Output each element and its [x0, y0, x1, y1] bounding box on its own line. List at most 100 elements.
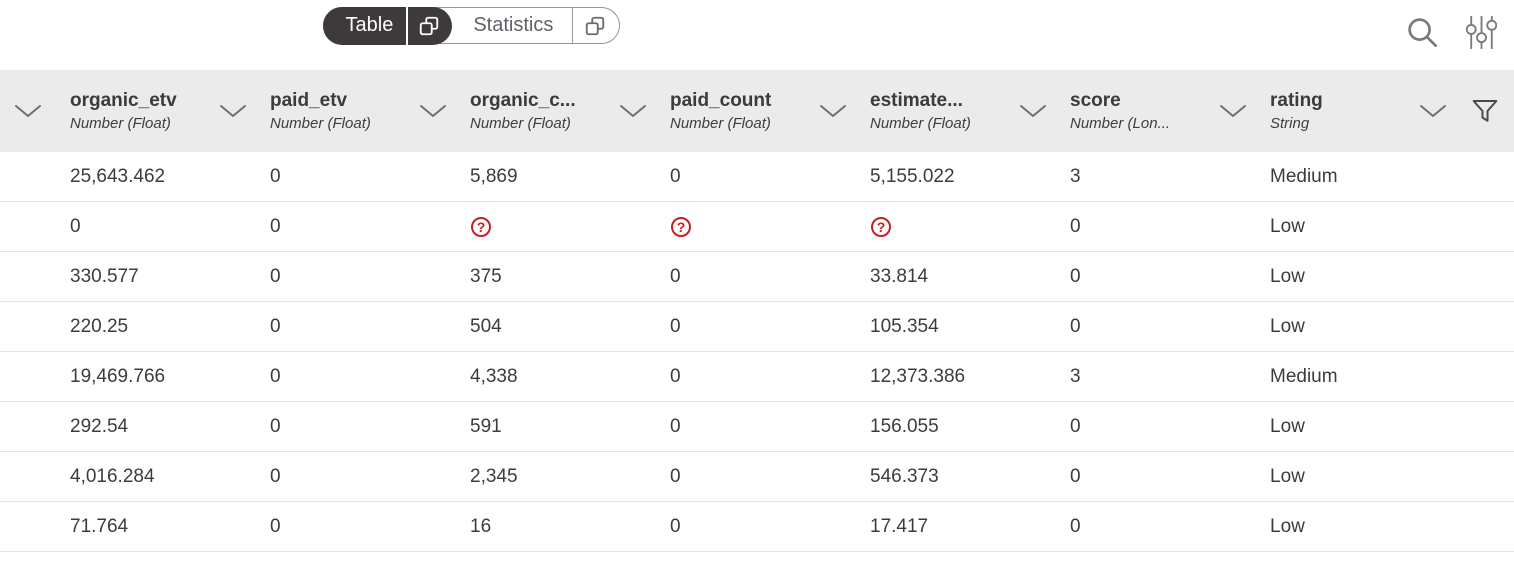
table-row[interactable]: 4,016.284 0 2,345 0 546.373 0 Low	[0, 452, 1514, 502]
table-row[interactable]: 220.25 0 504 0 105.354 0 Low	[0, 302, 1514, 352]
column-name: organic_etv	[70, 90, 177, 111]
table-cell: 0	[670, 515, 681, 537]
table-cell: 504	[470, 315, 502, 337]
missing-value-icon[interactable]: ?	[471, 216, 491, 237]
table-cell: 0	[70, 215, 81, 237]
table-row[interactable]: 0 0??? 0 Low	[0, 202, 1514, 252]
divider	[406, 6, 409, 45]
filter-button[interactable]	[1469, 95, 1501, 127]
toolbar-actions	[1403, 13, 1497, 51]
table-cell: Low	[1270, 515, 1305, 537]
column-header-estimate[interactable]: estimate... Number (Float)	[856, 70, 1056, 152]
chevron-down-icon	[1220, 105, 1246, 117]
table-cell: 25,643.462	[70, 165, 166, 187]
table-cell: 4,338	[470, 365, 518, 387]
table-cell: ?	[656, 216, 856, 238]
chevron-down-icon	[620, 105, 646, 117]
table-cell: 0	[270, 265, 281, 287]
table-row[interactable]: 330.577 0 375 0 33.814 0 Low	[0, 252, 1514, 302]
toolbar: Table Statistics	[0, 0, 1514, 70]
table-cell: Low	[1270, 415, 1305, 437]
table-cell: 0	[270, 215, 281, 237]
column-menu-button[interactable]	[218, 104, 248, 118]
table-cell: 0	[1070, 265, 1081, 287]
table-cell: Low	[1270, 465, 1305, 487]
header-left-gutter	[0, 104, 56, 118]
duplicate-icon	[586, 16, 605, 35]
column-menu-button[interactable]	[1218, 104, 1248, 118]
column-type: Number (Float)	[870, 115, 971, 132]
table-cell: Medium	[1270, 165, 1338, 187]
table-cell: 0	[270, 465, 281, 487]
chevron-down-icon	[420, 105, 446, 117]
table-cell: Low	[1270, 215, 1305, 237]
table-cell: 12,373.386	[870, 365, 966, 387]
popout-table-button[interactable]	[408, 15, 452, 37]
chevron-down-icon	[220, 105, 246, 117]
column-header-paid_count[interactable]: paid_count Number (Float)	[656, 70, 856, 152]
table-cell: 0	[1070, 465, 1081, 487]
column-header-score[interactable]: score Number (Lon...	[1056, 70, 1256, 152]
column-name: paid_etv	[270, 90, 348, 111]
table-cell: 375	[470, 265, 502, 287]
table-cell: 0	[1070, 515, 1081, 537]
header-right-gutter	[1456, 95, 1514, 127]
table-row[interactable]: 71.764 0 16 0 17.417 0 Low	[0, 502, 1514, 552]
column-name: rating	[1270, 90, 1323, 111]
tab-table-label: Table	[345, 14, 394, 36]
table-row[interactable]: 25,643.462 0 5,869 0 5,155.022 3 Medium	[0, 152, 1514, 202]
scrolled-column-menu[interactable]	[13, 104, 43, 118]
missing-value-icon[interactable]: ?	[871, 216, 891, 237]
column-type: Number (Lon...	[1070, 115, 1171, 132]
column-menu-button[interactable]	[818, 104, 848, 118]
table-cell: Low	[1270, 315, 1305, 337]
table-cell: ?	[856, 216, 1056, 238]
table-cell: 4,016.284	[70, 465, 155, 487]
table-cell: 0	[270, 165, 281, 187]
table-cell: 5,869	[470, 165, 518, 187]
missing-value-icon[interactable]: ?	[671, 216, 691, 237]
column-name: estimate...	[870, 90, 963, 111]
table-row[interactable]: 19,469.766 0 4,338 0 12,373.386 3 Medium	[0, 352, 1514, 402]
table-body: 25,643.462 0 5,869 0 5,155.022 3 Medium 0 0??? 0 L…	[0, 152, 1514, 552]
table-cell: 105.354	[870, 315, 939, 337]
column-type: Number (Float)	[670, 115, 771, 132]
table-cell: 0	[1070, 215, 1081, 237]
table-cell: 0	[670, 365, 681, 387]
chevron-down-icon	[15, 105, 41, 117]
column-header-rating[interactable]: rating String	[1256, 70, 1456, 152]
table-cell: 546.373	[870, 465, 939, 487]
table-cell: 0	[1070, 315, 1081, 337]
table-cell: Low	[1270, 265, 1305, 287]
column-menu-button[interactable]	[418, 104, 448, 118]
column-header-paid_etv[interactable]: paid_etv Number (Float)	[256, 70, 456, 152]
settings-button[interactable]	[1466, 14, 1497, 51]
table-cell: 0	[670, 165, 681, 187]
table-cell: 19,469.766	[70, 365, 166, 387]
table-cell: 220.25	[70, 315, 129, 337]
column-type: Number (Float)	[70, 115, 171, 132]
table-cell: 17.417	[870, 515, 929, 537]
table-cell: 0	[270, 315, 281, 337]
popout-statistics-button[interactable]	[573, 15, 619, 37]
column-menu-button[interactable]	[1418, 104, 1448, 118]
chevron-down-icon	[820, 105, 846, 117]
column-header-organic_etv[interactable]: organic_etv Number (Float)	[56, 70, 256, 152]
tab-table[interactable]: Table	[322, 6, 453, 45]
table-cell: 71.764	[70, 515, 129, 537]
view-toggle: Table Statistics	[322, 6, 621, 45]
column-header-organic_c[interactable]: organic_c... Number (Float)	[456, 70, 656, 152]
table-header: organic_etv Number (Float) paid_etv Number …	[0, 70, 1514, 152]
chevron-down-icon	[1420, 105, 1446, 117]
table-cell: Medium	[1270, 365, 1338, 387]
search-icon	[1408, 18, 1437, 47]
search-button[interactable]	[1403, 13, 1441, 51]
table-row[interactable]: 292.54 0 591 0 156.055 0 Low	[0, 402, 1514, 452]
funnel-filter-icon	[1472, 100, 1498, 122]
column-menu-button[interactable]	[1018, 104, 1048, 118]
table-cell: 3	[1070, 365, 1081, 387]
table-cell: 0	[670, 415, 681, 437]
column-menu-button[interactable]	[618, 104, 648, 118]
tab-statistics[interactable]: Statistics	[452, 8, 619, 43]
